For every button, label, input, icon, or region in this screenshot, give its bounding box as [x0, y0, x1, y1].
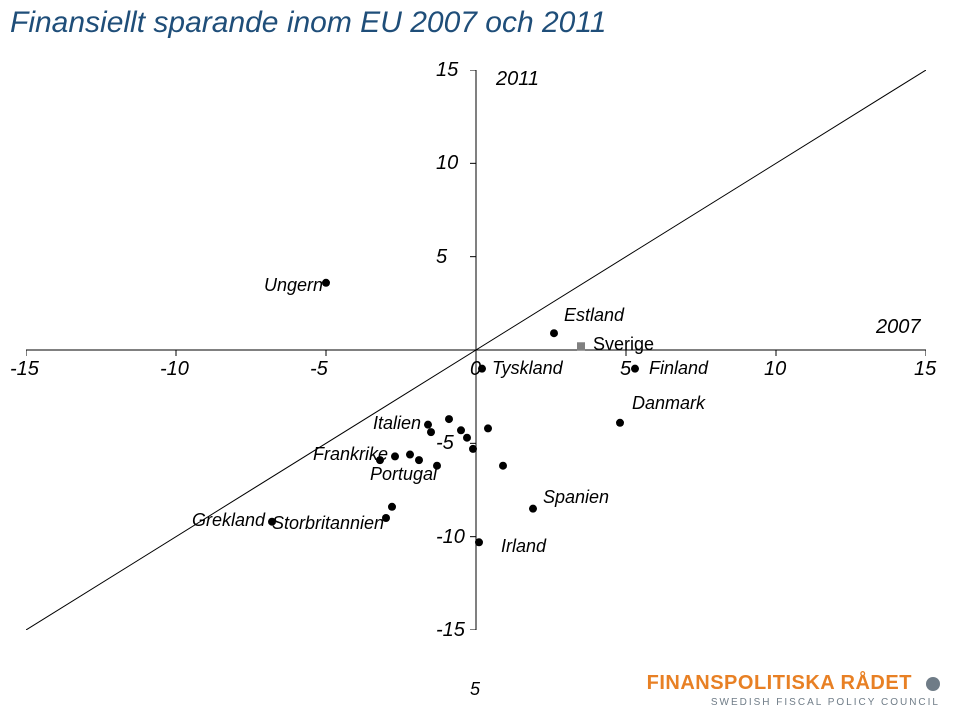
footer-brand-main: FINANSPOLITISKA RÅDET [647, 672, 940, 695]
data-point-label: Irland [501, 536, 546, 557]
page-title: Finansiellt sparande inom EU 2007 och 20… [10, 6, 606, 40]
footer-logo: FINANSPOLITISKA RÅDET SWEDISH FISCAL POL… [647, 672, 940, 708]
footer-bullet-icon [926, 677, 940, 691]
axis-tick-label: 15 [914, 358, 936, 381]
axis-tick-label: 5 [620, 358, 631, 381]
axis-tick-label: 0 [470, 358, 481, 381]
data-point-label: Storbritannien [272, 513, 384, 534]
data-point-label: Ungern [264, 275, 323, 296]
data-point-label: Portugal [370, 464, 437, 485]
data-point-label: Estland [564, 305, 624, 326]
axis-tick-label: -10 [436, 526, 465, 549]
axis-tick-label: -5 [310, 358, 328, 381]
axis-tick-label: 10 [436, 152, 458, 175]
data-point-label: Frankrike [313, 444, 388, 465]
x-right-label: 2007 [876, 316, 921, 339]
axis-tick-label: -15 [436, 619, 465, 642]
axis-tick-label: 15 [436, 59, 458, 82]
data-point-label: Danmark [632, 393, 705, 414]
axis-tick-label: 5 [436, 246, 447, 269]
data-point-label: Finland [649, 358, 708, 379]
page-number: 5 [470, 679, 480, 700]
data-point-label: Italien [373, 413, 421, 434]
axis-tick-label: -5 [436, 432, 454, 455]
footer-brand-main-text: FINANSPOLITISKA RÅDET [647, 672, 912, 694]
y-top-label: 2011 [496, 68, 539, 91]
axis-tick-label: -10 [160, 358, 189, 381]
data-point-label: Tyskland [492, 358, 563, 379]
data-point-label: Grekland [192, 510, 265, 531]
axis-tick-label: 10 [764, 358, 786, 381]
data-point-label: Spanien [543, 487, 609, 508]
data-point-label: Sverige [593, 334, 654, 355]
scatter-plot: -15-10-5051015-15-10-55101520112007Unger… [26, 70, 926, 630]
axis-tick-label: -15 [10, 358, 39, 381]
footer-brand-sub: SWEDISH FISCAL POLICY COUNCIL [647, 697, 940, 708]
